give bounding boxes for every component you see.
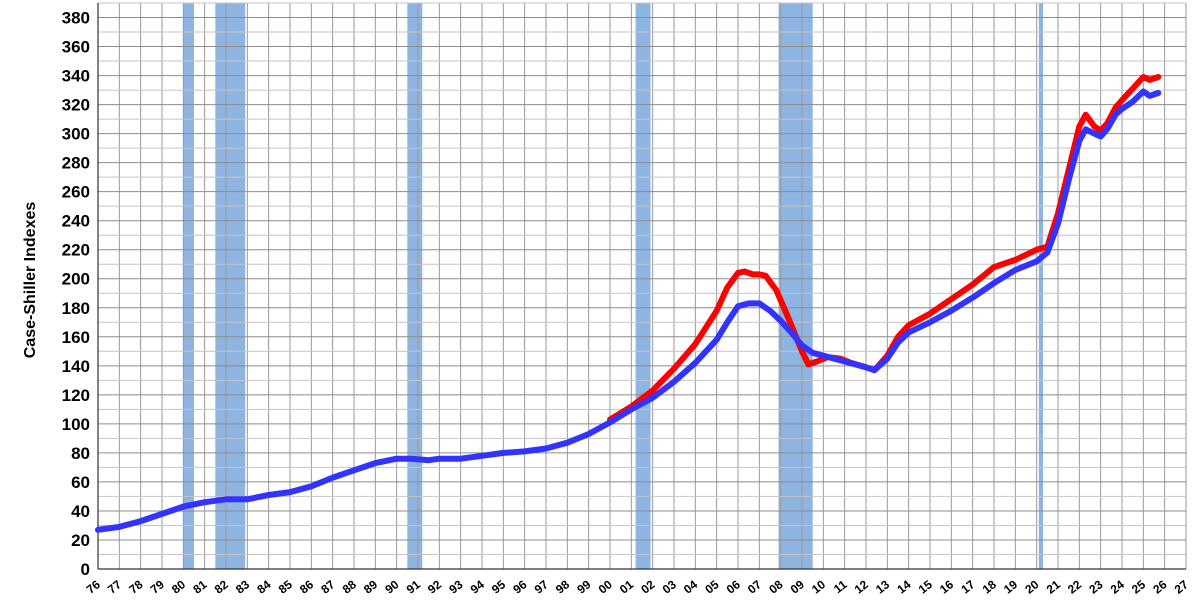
x-tick-label: 00	[596, 577, 615, 596]
x-tick-label: 85	[276, 577, 295, 596]
y-tick-label: 140	[62, 357, 90, 376]
x-tick-label: 83	[233, 577, 252, 596]
y-tick-label: 60	[71, 473, 90, 492]
y-tick-label: 40	[71, 502, 90, 521]
x-tick-label: 16	[937, 577, 956, 596]
y-tick-label: 360	[62, 38, 90, 57]
x-tick-label: 09	[788, 577, 807, 596]
y-tick-label: 340	[62, 67, 90, 86]
x-tick-label: 96	[510, 577, 529, 596]
x-tick-label: 03	[660, 577, 679, 596]
x-tick-label: 95	[489, 577, 508, 596]
y-tick-labels: 0 20 40 60 80 100 120 140 160 180 200 220 240 260 280 3…	[62, 9, 90, 579]
x-tick-label: 87	[318, 577, 337, 596]
x-tick-label: 08	[766, 577, 785, 596]
x-tick-label: 97	[532, 577, 551, 596]
x-tick-label: 12	[852, 577, 871, 596]
x-tick-label: 99	[574, 577, 593, 596]
recession-band-0	[183, 3, 194, 569]
y-tick-label: 20	[71, 531, 90, 550]
y-tick-label: 300	[62, 125, 90, 144]
y-tick-label: 200	[62, 270, 90, 289]
y-tick-label: 240	[62, 212, 90, 231]
x-tick-label: 19	[1001, 577, 1020, 596]
x-tick-label: 06	[724, 577, 743, 596]
x-tick-label: 92	[425, 577, 444, 596]
x-tick-label: 26	[1150, 577, 1169, 596]
x-tick-label: 21	[1044, 577, 1063, 596]
x-tick-label: 82	[212, 577, 231, 596]
recession-band-5	[1038, 3, 1044, 569]
x-tick-label: 25	[1129, 577, 1148, 596]
x-tick-label: 18	[980, 577, 999, 596]
y-tick-label: 100	[62, 415, 90, 434]
series-line-1	[95, 88, 1162, 533]
x-tick-label: 04	[681, 577, 700, 596]
x-tick-label: 81	[190, 577, 209, 596]
x-tick-label: 90	[382, 577, 401, 596]
x-tick-label: 27	[1172, 577, 1191, 596]
y-tick-label: 180	[62, 299, 90, 318]
y-tick-label: 220	[62, 241, 90, 260]
y-tick-label: 320	[62, 96, 90, 115]
x-tick-label: 05	[702, 577, 721, 596]
y-tick-label: 380	[62, 9, 90, 28]
x-tick-label: 76	[84, 577, 103, 596]
x-tick-label: 91	[404, 577, 423, 596]
x-tick-label: 13	[873, 577, 892, 596]
recession-band-3	[635, 3, 651, 569]
recession-bands	[183, 3, 1044, 569]
recession-band-1	[215, 3, 246, 569]
recession-band-4	[778, 3, 813, 569]
x-tick-label: 10	[809, 577, 828, 596]
x-tick-label: 78	[126, 577, 145, 596]
x-tick-label: 93	[446, 577, 465, 596]
x-tick-label: 89	[361, 577, 380, 596]
y-tick-label: 280	[62, 154, 90, 173]
x-tick-label: 14	[894, 577, 913, 596]
x-tick-label: 77	[105, 577, 124, 596]
axes	[97, 3, 1186, 570]
y-tick-label: 0	[81, 560, 90, 579]
x-tick-label: 11	[831, 577, 850, 596]
y-tick-label: 260	[62, 183, 90, 202]
y-tick-label: 120	[62, 386, 90, 405]
x-tick-label: 22	[1065, 577, 1084, 596]
x-tick-label: 07	[745, 577, 764, 596]
y-tick-label: 160	[62, 328, 90, 347]
y-axis-label: Case-Shiller Indexes	[22, 202, 39, 359]
y-tick-label: 80	[71, 444, 90, 463]
x-tick-label: 94	[468, 577, 487, 596]
x-tick-label: 20	[1022, 577, 1041, 596]
x-tick-label: 01	[617, 577, 636, 596]
x-tick-label: 24	[1108, 577, 1127, 596]
x-tick-label: 88	[340, 577, 359, 596]
x-tick-label: 80	[169, 577, 188, 596]
x-tick-label: 23	[1086, 577, 1105, 596]
x-tick-label: 84	[254, 577, 273, 596]
x-tick-label: 17	[958, 577, 977, 596]
series-lines	[95, 74, 1162, 533]
x-tick-label: 15	[916, 577, 935, 596]
x-tick-labels: 76 77 78 79 80 81 82 83 84 85 86 87 88 89 90 91 92 93 94 95…	[84, 577, 1191, 596]
x-tick-label: 79	[148, 577, 167, 596]
recession-band-2	[407, 3, 423, 569]
x-tick-label: 98	[553, 577, 572, 596]
x-tick-label: 02	[638, 577, 657, 596]
x-tick-label: 86	[297, 577, 316, 596]
